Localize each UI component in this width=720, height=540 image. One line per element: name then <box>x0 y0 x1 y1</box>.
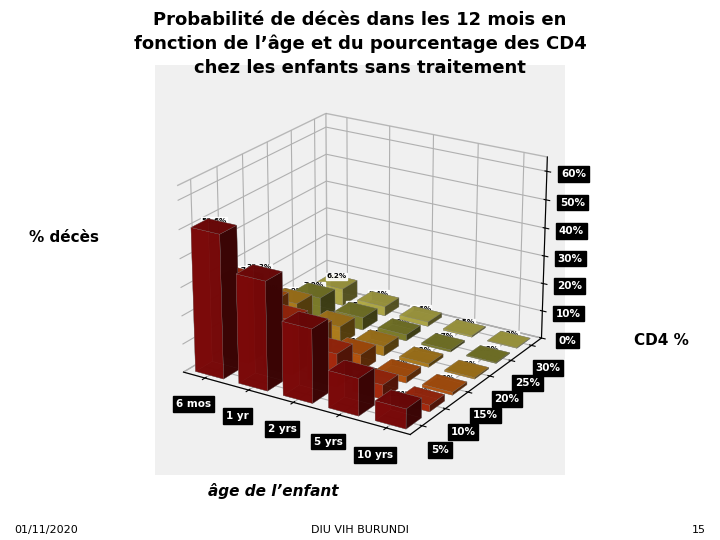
Text: DIU VIH BURUNDI: DIU VIH BURUNDI <box>311 524 409 535</box>
Text: 01/11/2020: 01/11/2020 <box>14 524 78 535</box>
Text: Probabilité de décès dans les 12 mois en
fonction de l’âge et du pourcentage des: Probabilité de décès dans les 12 mois en… <box>134 11 586 77</box>
Text: % décès: % décès <box>29 230 99 245</box>
Text: 15: 15 <box>692 524 706 535</box>
Text: âge de l’enfant: âge de l’enfant <box>208 483 339 500</box>
Text: CD4 %: CD4 % <box>634 333 688 348</box>
